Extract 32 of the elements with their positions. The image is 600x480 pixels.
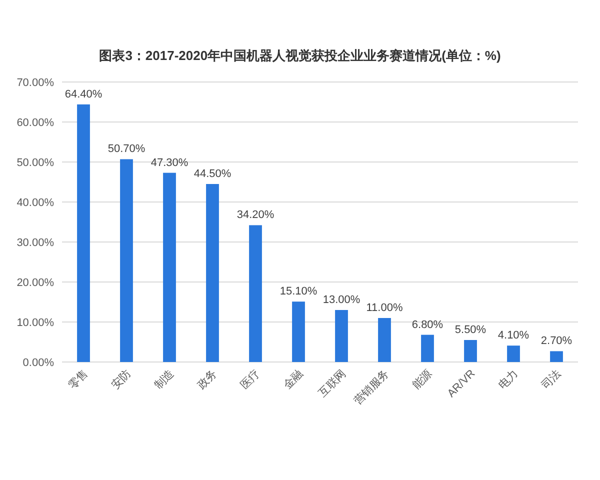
data-label: 44.50% — [194, 168, 232, 180]
data-label: 15.10% — [280, 286, 318, 298]
data-label: 50.70% — [108, 143, 146, 156]
x-tick-label: 安防 — [108, 366, 134, 392]
data-label: 2.70% — [540, 335, 572, 348]
data-label: 34.20% — [236, 209, 274, 222]
x-tick-label: 政务 — [196, 368, 220, 392]
y-tick-label: 40.00% — [16, 197, 54, 209]
x-tick-label: 金融 — [282, 368, 306, 392]
y-tick-label: 20.00% — [16, 277, 54, 289]
y-tick-label: 0.00% — [22, 357, 54, 369]
data-label: 5.50% — [454, 324, 486, 336]
data-label: 6.80% — [412, 318, 444, 331]
x-tick-label: 营销服务 — [351, 366, 392, 408]
data-label: 47.30% — [150, 156, 188, 169]
x-tick-label: 司法 — [538, 366, 564, 392]
x-tick-label: 医疗 — [238, 366, 263, 392]
data-label: 64.40% — [64, 88, 102, 100]
y-tick-label: 30.00% — [16, 237, 54, 249]
y-tick-label: 10.00% — [16, 317, 54, 329]
data-label: 13.00% — [322, 294, 360, 306]
y-tick-label: 60.00% — [16, 117, 54, 129]
x-tick-label: 制造 — [152, 366, 177, 392]
y-tick-label: 50.00% — [16, 157, 54, 169]
x-tick-label: 能源 — [410, 366, 435, 392]
x-tick-label: 电力 — [496, 366, 521, 392]
x-tick-label: 零售 — [66, 368, 91, 392]
y-tick-label: 70.00% — [16, 77, 54, 89]
title: 图表3：2017-2020年中国机器人视觉获投企业业务赛道情况(单位：%) — [99, 48, 501, 63]
data-label: 4.10% — [498, 330, 530, 342]
data-label: 11.00% — [366, 302, 403, 314]
x-tick-label: 互联网 — [316, 368, 349, 400]
